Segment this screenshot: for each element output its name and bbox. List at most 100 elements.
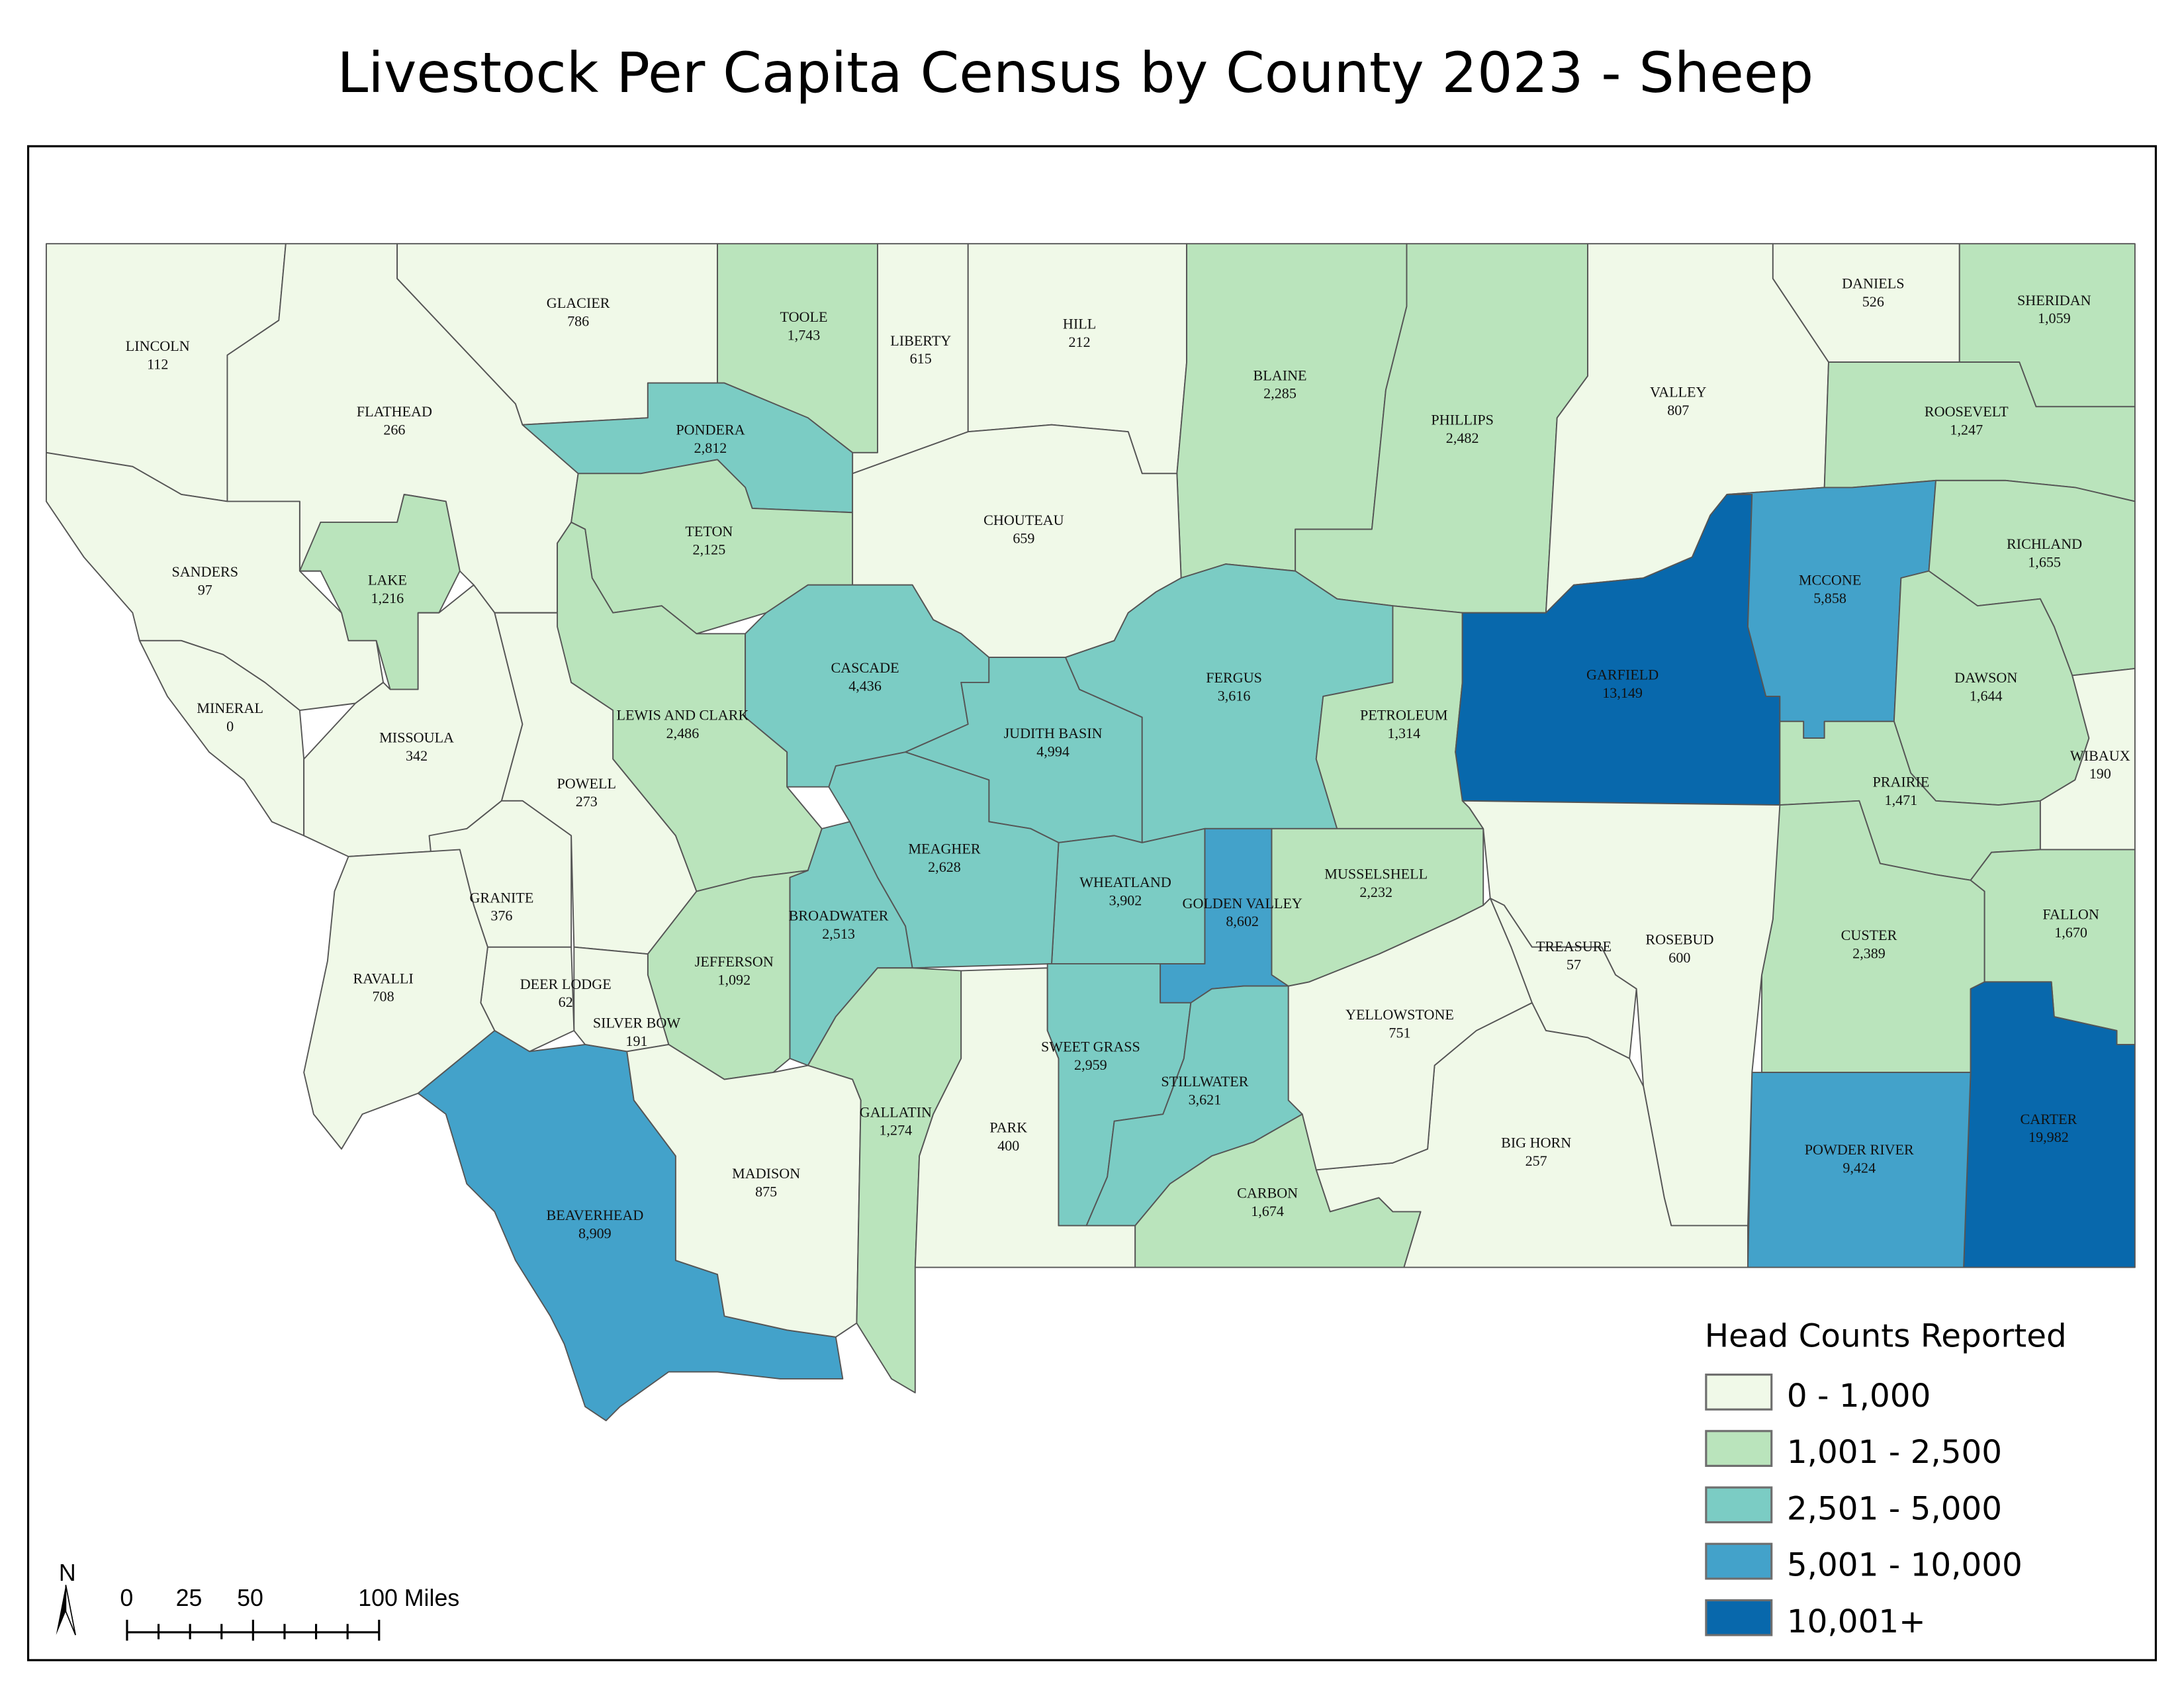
county-value-label: 190 bbox=[2089, 765, 2111, 782]
north-arrow-icon bbox=[56, 1585, 76, 1636]
county-value-label: 57 bbox=[1567, 956, 1581, 972]
county-value-label: 1,216 bbox=[371, 590, 404, 606]
county-name-label: PETROLEUM bbox=[1360, 707, 1447, 724]
county-value-label: 2,486 bbox=[666, 725, 700, 741]
county-name-label: WHEATLAND bbox=[1079, 874, 1171, 890]
county-name-label: GLACIER bbox=[547, 295, 610, 311]
county-value-label: 4,436 bbox=[848, 678, 882, 694]
county-name-label: CASCADE bbox=[831, 659, 899, 676]
county-value-label: 19,982 bbox=[2028, 1129, 2069, 1145]
county-value-label: 1,274 bbox=[879, 1122, 912, 1139]
county-name-label: MCCONE bbox=[1799, 572, 1861, 588]
county-value-label: 2,513 bbox=[822, 925, 855, 942]
scale-bar: 0 25 50 100 Miles bbox=[120, 1585, 459, 1641]
scale-tick-100: 100 Miles bbox=[358, 1585, 459, 1611]
county-value-label: 1,644 bbox=[1970, 687, 2003, 704]
county-value-label: 3,616 bbox=[1218, 687, 1251, 704]
county-name-label: MEAGHER bbox=[908, 841, 980, 857]
county-name-label: TETON bbox=[685, 523, 733, 539]
county-name-label: BLAINE bbox=[1253, 367, 1307, 383]
scale-tick-0: 0 bbox=[120, 1585, 133, 1611]
county-name-label: SILVER BOW bbox=[593, 1015, 680, 1031]
legend-swatch bbox=[1705, 1486, 1773, 1524]
legend-label: 2,501 - 5,000 bbox=[1787, 1490, 2002, 1527]
legend-label: 10,001+ bbox=[1787, 1603, 1926, 1640]
county-madison[interactable] bbox=[626, 1044, 862, 1338]
county-name-label: JUDITH BASIN bbox=[1004, 725, 1103, 741]
county-name-label: FLATHEAD bbox=[357, 403, 432, 420]
county-value-label: 2,628 bbox=[928, 859, 961, 875]
county-name-label: GARFIELD bbox=[1586, 667, 1659, 683]
map-frame bbox=[26, 145, 2158, 1662]
county-name-label: LIBERTY bbox=[890, 332, 951, 349]
county-name-label: POWDER RIVER bbox=[1805, 1141, 1914, 1158]
county-value-label: 1,247 bbox=[1950, 421, 1983, 438]
county-name-label: DEER LODGE bbox=[520, 976, 612, 992]
county-name-label: TOOLE bbox=[780, 308, 828, 325]
county-value-label: 62 bbox=[559, 994, 573, 1010]
county-value-label: 376 bbox=[490, 908, 512, 924]
county-name-label: BIG HORN bbox=[1501, 1135, 1571, 1151]
county-name-label: MADISON bbox=[732, 1165, 800, 1182]
county-name-label: DAWSON bbox=[1954, 669, 2017, 686]
county-value-label: 875 bbox=[755, 1183, 777, 1199]
county-name-label: JEFFERSON bbox=[695, 953, 774, 970]
county-name-label: LEWIS AND CLARK bbox=[616, 707, 749, 724]
county-carbon[interactable] bbox=[1134, 1113, 1422, 1268]
legend-title: Head Counts Reported bbox=[1705, 1318, 2067, 1355]
county-name-label: VALLEY bbox=[1650, 384, 1706, 400]
county-name-label: RAVALLI bbox=[353, 970, 413, 986]
county-name-label: SHERIDAN bbox=[2017, 292, 2091, 308]
scale-tick-50: 50 bbox=[237, 1585, 263, 1611]
county-value-label: 2,389 bbox=[1852, 945, 1886, 962]
north-label: N bbox=[59, 1560, 76, 1586]
county-name-label: PHILLIPS bbox=[1431, 412, 1493, 428]
legend-label: 0 - 1,000 bbox=[1787, 1378, 1931, 1415]
county-value-label: 2,125 bbox=[693, 541, 726, 557]
county-name-label: BEAVERHEAD bbox=[546, 1207, 643, 1223]
county-value-label: 659 bbox=[1013, 530, 1034, 547]
county-value-label: 2,812 bbox=[694, 440, 727, 456]
county-name-label: GOLDEN VALLEY bbox=[1183, 895, 1302, 912]
county-value-label: 4,994 bbox=[1036, 743, 1069, 759]
county-name-label: GALLATIN bbox=[860, 1103, 932, 1120]
county-value-label: 708 bbox=[373, 988, 394, 1005]
county-value-label: 112 bbox=[147, 356, 168, 373]
county-value-label: 3,902 bbox=[1109, 892, 1142, 909]
county-name-label: CARBON bbox=[1237, 1184, 1298, 1201]
legend-swatch bbox=[1705, 1542, 1773, 1580]
county-value-label: 13,149 bbox=[1602, 684, 1643, 701]
county-value-label: 191 bbox=[625, 1033, 647, 1049]
legend-label: 1,001 - 2,500 bbox=[1787, 1434, 2002, 1471]
county-carter[interactable] bbox=[1963, 981, 2136, 1268]
county-value-label: 807 bbox=[1667, 402, 1689, 418]
county-name-label: HILL bbox=[1063, 316, 1096, 332]
county-name-label: ROSEBUD bbox=[1645, 931, 1713, 947]
county-powder-river[interactable] bbox=[1747, 1072, 1972, 1268]
county-value-label: 751 bbox=[1388, 1024, 1410, 1041]
county-value-label: 1,670 bbox=[2054, 924, 2087, 941]
county-name-label: YELLOWSTONE bbox=[1345, 1006, 1454, 1023]
county-name-label: LAKE bbox=[368, 572, 407, 588]
county-value-label: 400 bbox=[997, 1137, 1019, 1154]
county-name-label: STILLWATER bbox=[1161, 1073, 1248, 1090]
county-value-label: 1,471 bbox=[1885, 792, 1918, 808]
county-value-label: 342 bbox=[406, 747, 428, 764]
county-value-label: 0 bbox=[226, 718, 234, 735]
county-name-label: SANDERS bbox=[171, 563, 238, 580]
county-name-label: RICHLAND bbox=[2007, 536, 2082, 552]
county-name-label: CHOUTEAU bbox=[983, 512, 1064, 528]
legend-swatch bbox=[1705, 1599, 1773, 1636]
county-name-label: FERGUS bbox=[1206, 669, 1262, 686]
legend-swatch bbox=[1705, 1374, 1773, 1411]
county-value-label: 8,602 bbox=[1226, 913, 1259, 929]
county-value-label: 2,285 bbox=[1263, 385, 1297, 402]
legend-label: 5,001 - 10,000 bbox=[1787, 1547, 2023, 1584]
county-name-label: SWEET GRASS bbox=[1041, 1038, 1140, 1055]
county-name-label: WIBAUX bbox=[2070, 747, 2130, 764]
map-title: Livestock Per Capita Census by County 20… bbox=[337, 40, 1813, 105]
county-name-label: LINCOLN bbox=[126, 338, 190, 354]
scale-tick-25: 25 bbox=[176, 1585, 203, 1611]
county-name-label: CARTER bbox=[2021, 1111, 2077, 1127]
